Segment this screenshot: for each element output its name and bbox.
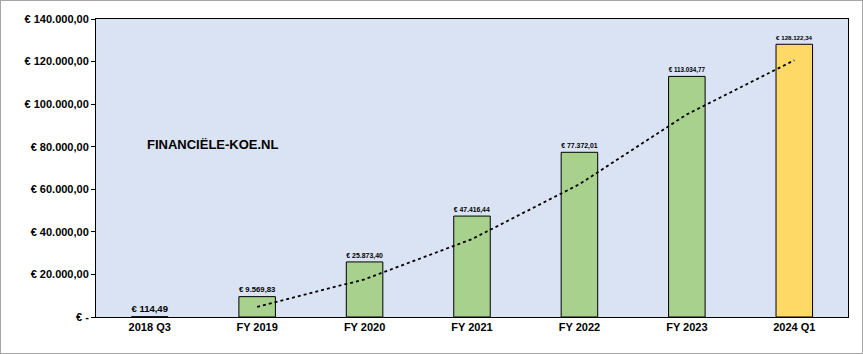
svg-text:€ 40.000,00: € 40.000,00 <box>31 226 89 238</box>
svg-text:€ 113.034,77: € 113.034,77 <box>669 66 706 74</box>
svg-text:2024 Q1: 2024 Q1 <box>773 321 815 333</box>
svg-text:FINANCIËLE-KOE.NL: FINANCIËLE-KOE.NL <box>147 137 279 152</box>
svg-text:FY 2020: FY 2020 <box>344 321 385 333</box>
svg-text:€ 77.372,01: € 77.372,01 <box>561 142 598 150</box>
svg-text:€ 120.000,00: € 120.000,00 <box>25 55 89 67</box>
svg-text:€ 25.873,40: € 25.873,40 <box>346 252 383 260</box>
svg-text:€ 60.000,00: € 60.000,00 <box>31 183 89 195</box>
svg-text:FY 2019: FY 2019 <box>236 321 277 333</box>
svg-text:€ -: € - <box>76 311 89 323</box>
svg-text:€ 100.000,00: € 100.000,00 <box>25 98 89 110</box>
svg-text:FY 2022: FY 2022 <box>559 321 600 333</box>
svg-text:FY 2021: FY 2021 <box>451 321 492 333</box>
svg-text:€ 80.000,00: € 80.000,00 <box>31 141 89 153</box>
svg-text:€ 20.000,00: € 20.000,00 <box>31 268 89 280</box>
svg-text:€ 9.569,83: € 9.569,83 <box>239 285 276 294</box>
svg-text:2018 Q3: 2018 Q3 <box>129 321 171 333</box>
svg-text:FY 2023: FY 2023 <box>666 321 707 333</box>
svg-text:€ 47.416,44: € 47.416,44 <box>454 206 490 214</box>
svg-text:€ 140.000,00: € 140.000,00 <box>25 13 89 25</box>
svg-text:€ 128.122,34: € 128.122,34 <box>776 34 813 41</box>
svg-text:€ 114,49: € 114,49 <box>131 303 167 314</box>
